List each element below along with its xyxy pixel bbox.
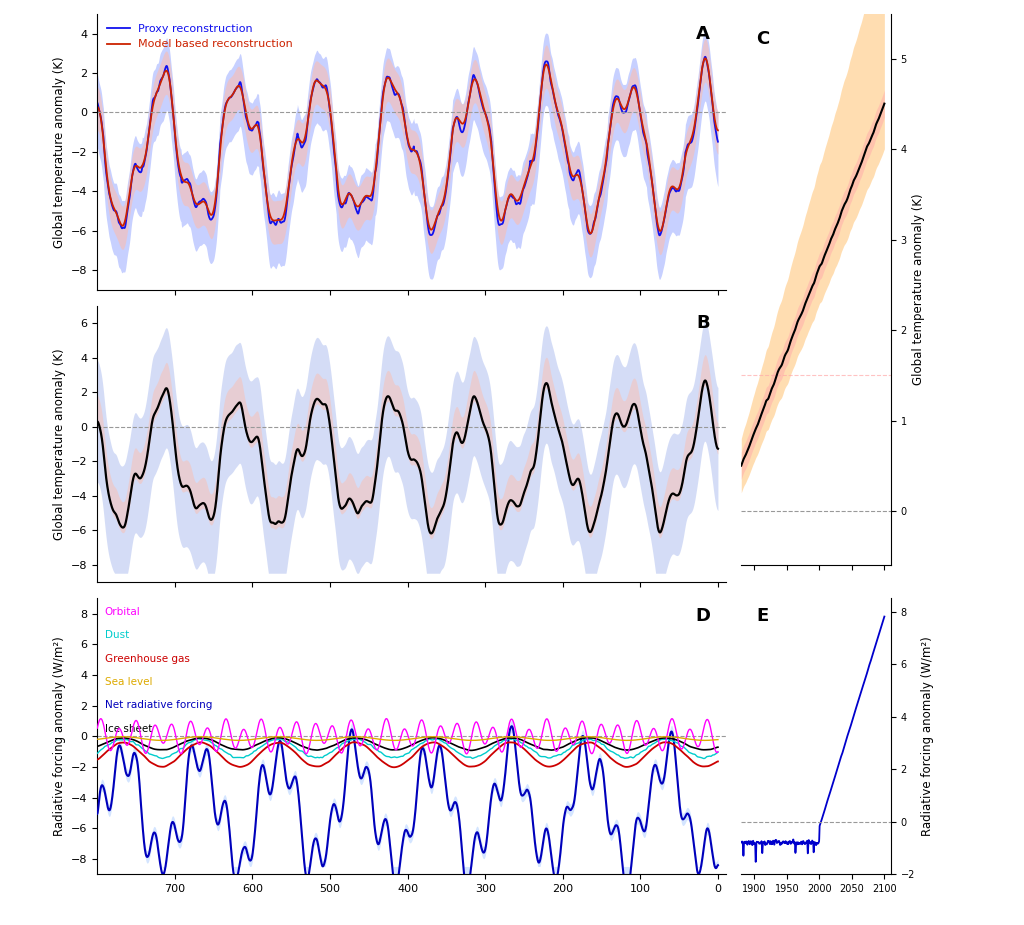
Y-axis label: Global temperature anomaly (K): Global temperature anomaly (K) xyxy=(52,56,66,248)
Model based reconstruction xyxy=(699,53,712,64)
Legend: Proxy reconstruction, Model based reconstruction: Proxy reconstruction, Model based recons… xyxy=(102,19,298,54)
Proxy reconstruction xyxy=(699,51,712,62)
Y-axis label: Radiative forcing anomaly (W/m²): Radiative forcing anomaly (W/m²) xyxy=(921,636,934,836)
Model based reconstruction xyxy=(712,125,724,136)
Text: Orbital: Orbital xyxy=(104,607,140,617)
Y-axis label: Radiative forcing anomaly (W/m²): Radiative forcing anomaly (W/m²) xyxy=(52,636,66,836)
Text: C: C xyxy=(756,31,769,48)
Model based reconstruction xyxy=(117,220,129,231)
Proxy reconstruction xyxy=(679,151,691,162)
Y-axis label: Global temperature anomaly (K): Global temperature anomaly (K) xyxy=(52,348,66,540)
Proxy reconstruction xyxy=(117,222,129,233)
Model based reconstruction xyxy=(585,228,597,239)
Text: B: B xyxy=(696,314,710,332)
Line: Proxy reconstruction: Proxy reconstruction xyxy=(97,56,718,235)
Proxy reconstruction xyxy=(712,136,724,147)
Model based reconstruction xyxy=(394,95,407,106)
Text: Greenhouse gas: Greenhouse gas xyxy=(104,654,189,663)
Proxy reconstruction xyxy=(91,97,103,108)
Text: A: A xyxy=(696,25,710,43)
Line: Model based reconstruction: Model based reconstruction xyxy=(97,58,718,233)
Text: Net radiative forcing: Net radiative forcing xyxy=(104,700,212,710)
Proxy reconstruction xyxy=(128,160,140,171)
Model based reconstruction xyxy=(128,162,140,173)
Model based reconstruction xyxy=(91,102,103,113)
Text: Ice sheet: Ice sheet xyxy=(104,724,153,734)
Text: E: E xyxy=(756,607,768,624)
Text: Dust: Dust xyxy=(104,630,129,640)
Y-axis label: Global temperature anomaly (K): Global temperature anomaly (K) xyxy=(912,193,926,386)
Proxy reconstruction xyxy=(213,157,225,168)
Proxy reconstruction xyxy=(653,229,666,241)
Proxy reconstruction xyxy=(394,95,407,106)
Model based reconstruction xyxy=(213,158,225,169)
Text: Sea level: Sea level xyxy=(104,677,153,687)
Text: D: D xyxy=(695,607,710,624)
Proxy reconstruction xyxy=(94,108,106,119)
Model based reconstruction xyxy=(679,153,691,164)
Model based reconstruction xyxy=(94,108,106,119)
